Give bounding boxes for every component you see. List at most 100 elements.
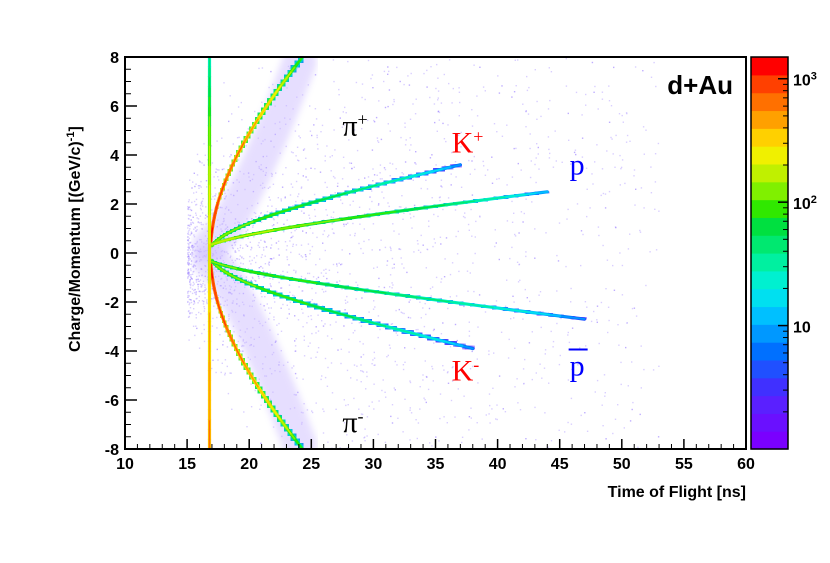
- haze-point: [524, 288, 526, 291]
- haze-point: [188, 243, 190, 246]
- haze-point: [534, 69, 536, 71]
- haze-point: [200, 223, 203, 226]
- haze-point: [189, 284, 192, 287]
- haze-point: [305, 232, 307, 234]
- band-segment: [223, 238, 231, 242]
- band-segment: [449, 301, 463, 305]
- svg-text:π-: π-: [342, 406, 363, 439]
- haze-point: [343, 167, 345, 169]
- haze-point: [278, 322, 280, 325]
- band-segment: [409, 174, 419, 178]
- haze-point: [455, 364, 457, 366]
- haze-point: [619, 252, 621, 254]
- haze-point: [229, 156, 231, 158]
- haze-point: [322, 325, 325, 327]
- particle-bands: [204, 57, 588, 449]
- haze-point: [361, 370, 364, 372]
- haze-point: [460, 186, 463, 188]
- haze-point: [438, 111, 441, 114]
- y-tick-label: 8: [110, 50, 119, 67]
- haze-point: [469, 173, 471, 175]
- band-segment: [255, 285, 264, 290]
- haze-point: [378, 203, 380, 205]
- haze-point: [258, 242, 260, 244]
- haze-point: [495, 242, 497, 244]
- haze-point: [280, 198, 282, 200]
- haze-point: [315, 326, 317, 328]
- haze-point: [305, 258, 307, 261]
- band-segment: [358, 214, 370, 218]
- haze-point: [322, 275, 325, 277]
- haze-point: [558, 222, 561, 224]
- band-segment: [515, 309, 529, 313]
- haze-point: [419, 386, 421, 388]
- haze-point: [241, 256, 243, 258]
- haze-point: [374, 306, 376, 308]
- haze-point: [386, 264, 388, 266]
- haze-point: [343, 225, 345, 227]
- haze-point: [529, 176, 532, 179]
- haze-point: [297, 124, 300, 126]
- haze-point: [413, 215, 415, 218]
- haze-point: [336, 265, 338, 267]
- haze-point: [187, 255, 190, 257]
- haze-point: [293, 365, 295, 367]
- haze-point: [525, 110, 527, 113]
- band-segment: [220, 188, 224, 195]
- haze-point: [348, 351, 350, 353]
- haze-point: [198, 300, 200, 302]
- haze-point: [409, 137, 411, 139]
- band-segment: [376, 212, 389, 215]
- haze-point: [451, 380, 454, 382]
- haze-point: [251, 259, 253, 262]
- haze-point: [513, 91, 516, 93]
- x-tick-label: 30: [365, 456, 383, 473]
- haze-point: [187, 252, 189, 254]
- haze-point: [314, 208, 316, 211]
- band-segment: [287, 70, 293, 77]
- haze-point: [442, 322, 444, 324]
- haze-point: [201, 228, 203, 230]
- haze-point: [188, 206, 190, 209]
- haze-point: [346, 301, 349, 303]
- band-segment: [283, 75, 290, 82]
- haze-point: [256, 255, 258, 257]
- haze-point: [356, 379, 358, 381]
- haze-point: [593, 91, 595, 93]
- haze-point: [458, 270, 460, 273]
- haze-point: [362, 252, 364, 254]
- haze-point: [351, 322, 353, 324]
- haze-point: [187, 217, 190, 220]
- haze-point: [376, 137, 379, 139]
- haze-point: [571, 368, 573, 371]
- haze-point: [657, 142, 660, 145]
- haze-point: [404, 161, 407, 163]
- haze-point: [232, 247, 234, 250]
- y-tick-label: 4: [110, 148, 119, 165]
- haze-point: [191, 312, 193, 314]
- haze-point: [399, 80, 401, 83]
- haze-point: [264, 255, 266, 257]
- haze-point: [529, 147, 531, 150]
- band-segment: [424, 205, 437, 209]
- band-segment: [515, 193, 528, 197]
- haze-point: [468, 330, 471, 332]
- haze-point: [190, 263, 192, 265]
- haze-point: [224, 372, 226, 374]
- band-segment: [254, 117, 260, 124]
- haze-point: [190, 241, 192, 244]
- haze-point: [294, 372, 297, 375]
- haze-point: [193, 300, 195, 302]
- haze-point: [190, 269, 192, 272]
- haze-point: [198, 295, 200, 298]
- haze-point: [455, 176, 457, 178]
- haze-point: [314, 168, 316, 170]
- haze-point: [547, 446, 549, 448]
- y-tick-label: -4: [105, 344, 119, 361]
- haze-point: [200, 201, 203, 203]
- haze-point: [489, 422, 491, 424]
- band-segment: [317, 282, 329, 286]
- haze-point: [298, 286, 300, 288]
- haze-point: [525, 126, 527, 128]
